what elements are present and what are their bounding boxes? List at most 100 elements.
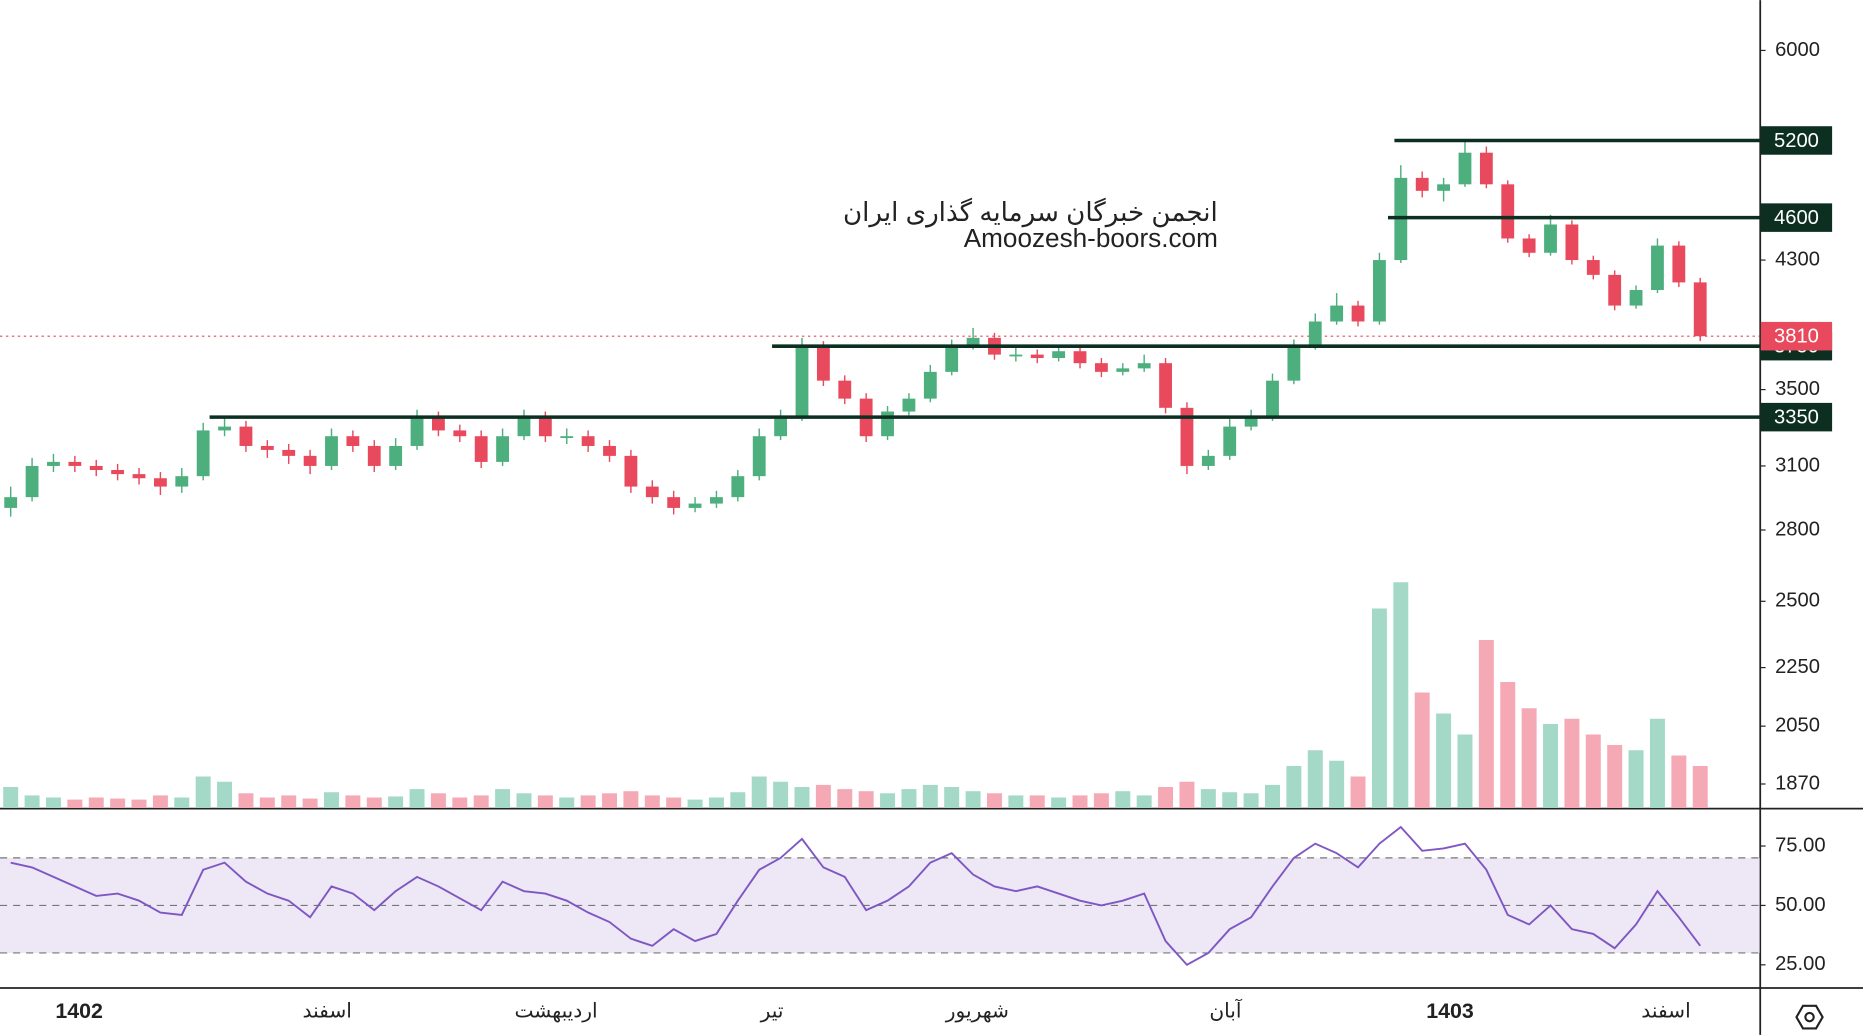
candle-body: [603, 445, 616, 456]
y-tick-label: 3100: [1775, 454, 1820, 476]
last-price-badge: [1760, 321, 1833, 351]
x-tick-label: شهریور: [945, 1001, 1009, 1023]
rsi-tick-label: 25.00: [1775, 953, 1826, 975]
volume-bar: [751, 776, 767, 808]
candle-body: [1223, 426, 1237, 456]
volume-bar: [1500, 682, 1516, 808]
candle-body: [303, 455, 317, 466]
volume-bar: [131, 799, 147, 808]
volume-bar: [880, 793, 896, 808]
candle-body: [966, 337, 980, 347]
settings-icon[interactable]: [1795, 1004, 1824, 1030]
volume-bar: [1115, 791, 1131, 808]
candle-body: [1437, 184, 1451, 191]
candle-body: [1116, 368, 1130, 372]
volume-bar: [110, 798, 126, 808]
candle-body: [47, 461, 60, 466]
candle-body: [346, 436, 360, 446]
candle-body: [795, 346, 809, 418]
volume-bar: [3, 787, 19, 808]
candle-body: [1308, 321, 1322, 347]
candle-body: [1586, 260, 1600, 275]
volume-bar: [1008, 795, 1024, 808]
volume-bar: [1200, 789, 1216, 808]
candle-body: [367, 445, 381, 466]
volume-bar: [730, 792, 746, 808]
volume-bar: [1371, 608, 1387, 808]
candle-body: [923, 371, 937, 399]
volume-bar: [195, 776, 211, 808]
volume-bar: [1158, 787, 1174, 808]
candle-body: [389, 445, 403, 466]
volume-bar: [644, 795, 660, 808]
volume-bar: [1607, 745, 1623, 808]
x-tick-label: آبان: [1209, 998, 1243, 1023]
icon-shape: [1804, 1011, 1815, 1023]
volume-bar: [858, 791, 874, 808]
volume-bar: [1585, 734, 1601, 808]
candle-body: [1266, 380, 1279, 418]
volume-bar: [24, 795, 40, 808]
candle-body: [196, 430, 210, 477]
volume-bar: [1029, 795, 1045, 808]
volume-bar: [580, 795, 596, 808]
candle-body: [624, 455, 638, 487]
y-tick-label: 2800: [1775, 518, 1820, 540]
candle-body: [1629, 290, 1643, 306]
candle-body: [1501, 184, 1515, 239]
volume-bar: [944, 787, 960, 808]
y-tick-label: 6000: [1775, 39, 1820, 61]
volume-bar: [1564, 718, 1580, 808]
candle-body: [881, 411, 894, 437]
y-tick-label: 3500: [1775, 378, 1820, 400]
volume-bar: [1628, 750, 1644, 808]
candle-body: [1351, 305, 1365, 322]
candle-body: [453, 430, 467, 437]
candle-body: [325, 436, 338, 466]
volume-bar: [1478, 640, 1494, 808]
volume-bar: [1286, 766, 1302, 808]
candle-body: [1458, 152, 1472, 185]
x-tick-label: اسفند: [1641, 1001, 1690, 1023]
candle-body: [1180, 407, 1194, 466]
candle-body: [902, 398, 916, 412]
rsi-line: [10, 825, 1701, 967]
candle-body: [1073, 351, 1087, 364]
candle-body: [239, 426, 253, 446]
volume-bar: [388, 796, 404, 808]
volume-bar: [1543, 724, 1559, 808]
candle-body: [838, 380, 852, 399]
volume-bar: [537, 795, 553, 808]
volume-bar: [67, 799, 83, 808]
candle-body: [816, 346, 830, 381]
volume-bar: [345, 795, 361, 808]
candle-body: [1052, 351, 1066, 359]
candle-body: [731, 476, 745, 498]
volume-bar: [452, 797, 468, 808]
volume-bar: [88, 797, 104, 808]
candle-body: [645, 486, 659, 498]
volume-bar: [1457, 734, 1473, 808]
candle-body: [1672, 245, 1686, 283]
x-tick-label: تیر: [760, 1001, 784, 1023]
volume-bar: [1671, 755, 1687, 808]
candle-body: [1651, 245, 1664, 291]
candle-body: [1693, 282, 1707, 337]
volume-bar: [687, 799, 703, 808]
volume-bar: [965, 791, 981, 808]
candle-body: [25, 465, 39, 498]
volume-bar: [1093, 793, 1109, 808]
candle-body: [752, 436, 766, 477]
volume-bar: [794, 787, 810, 808]
level-badge: [1760, 126, 1833, 155]
rsi-tick-label: 50.00: [1775, 894, 1826, 916]
volume-bar: [217, 781, 233, 808]
volume-bar: [152, 795, 168, 808]
volume-bar: [366, 797, 382, 808]
candle-body: [432, 417, 445, 431]
candle-body: [282, 449, 296, 456]
candle-body: [1330, 305, 1344, 322]
candle-body: [945, 346, 959, 372]
volume-bar: [1243, 793, 1259, 808]
